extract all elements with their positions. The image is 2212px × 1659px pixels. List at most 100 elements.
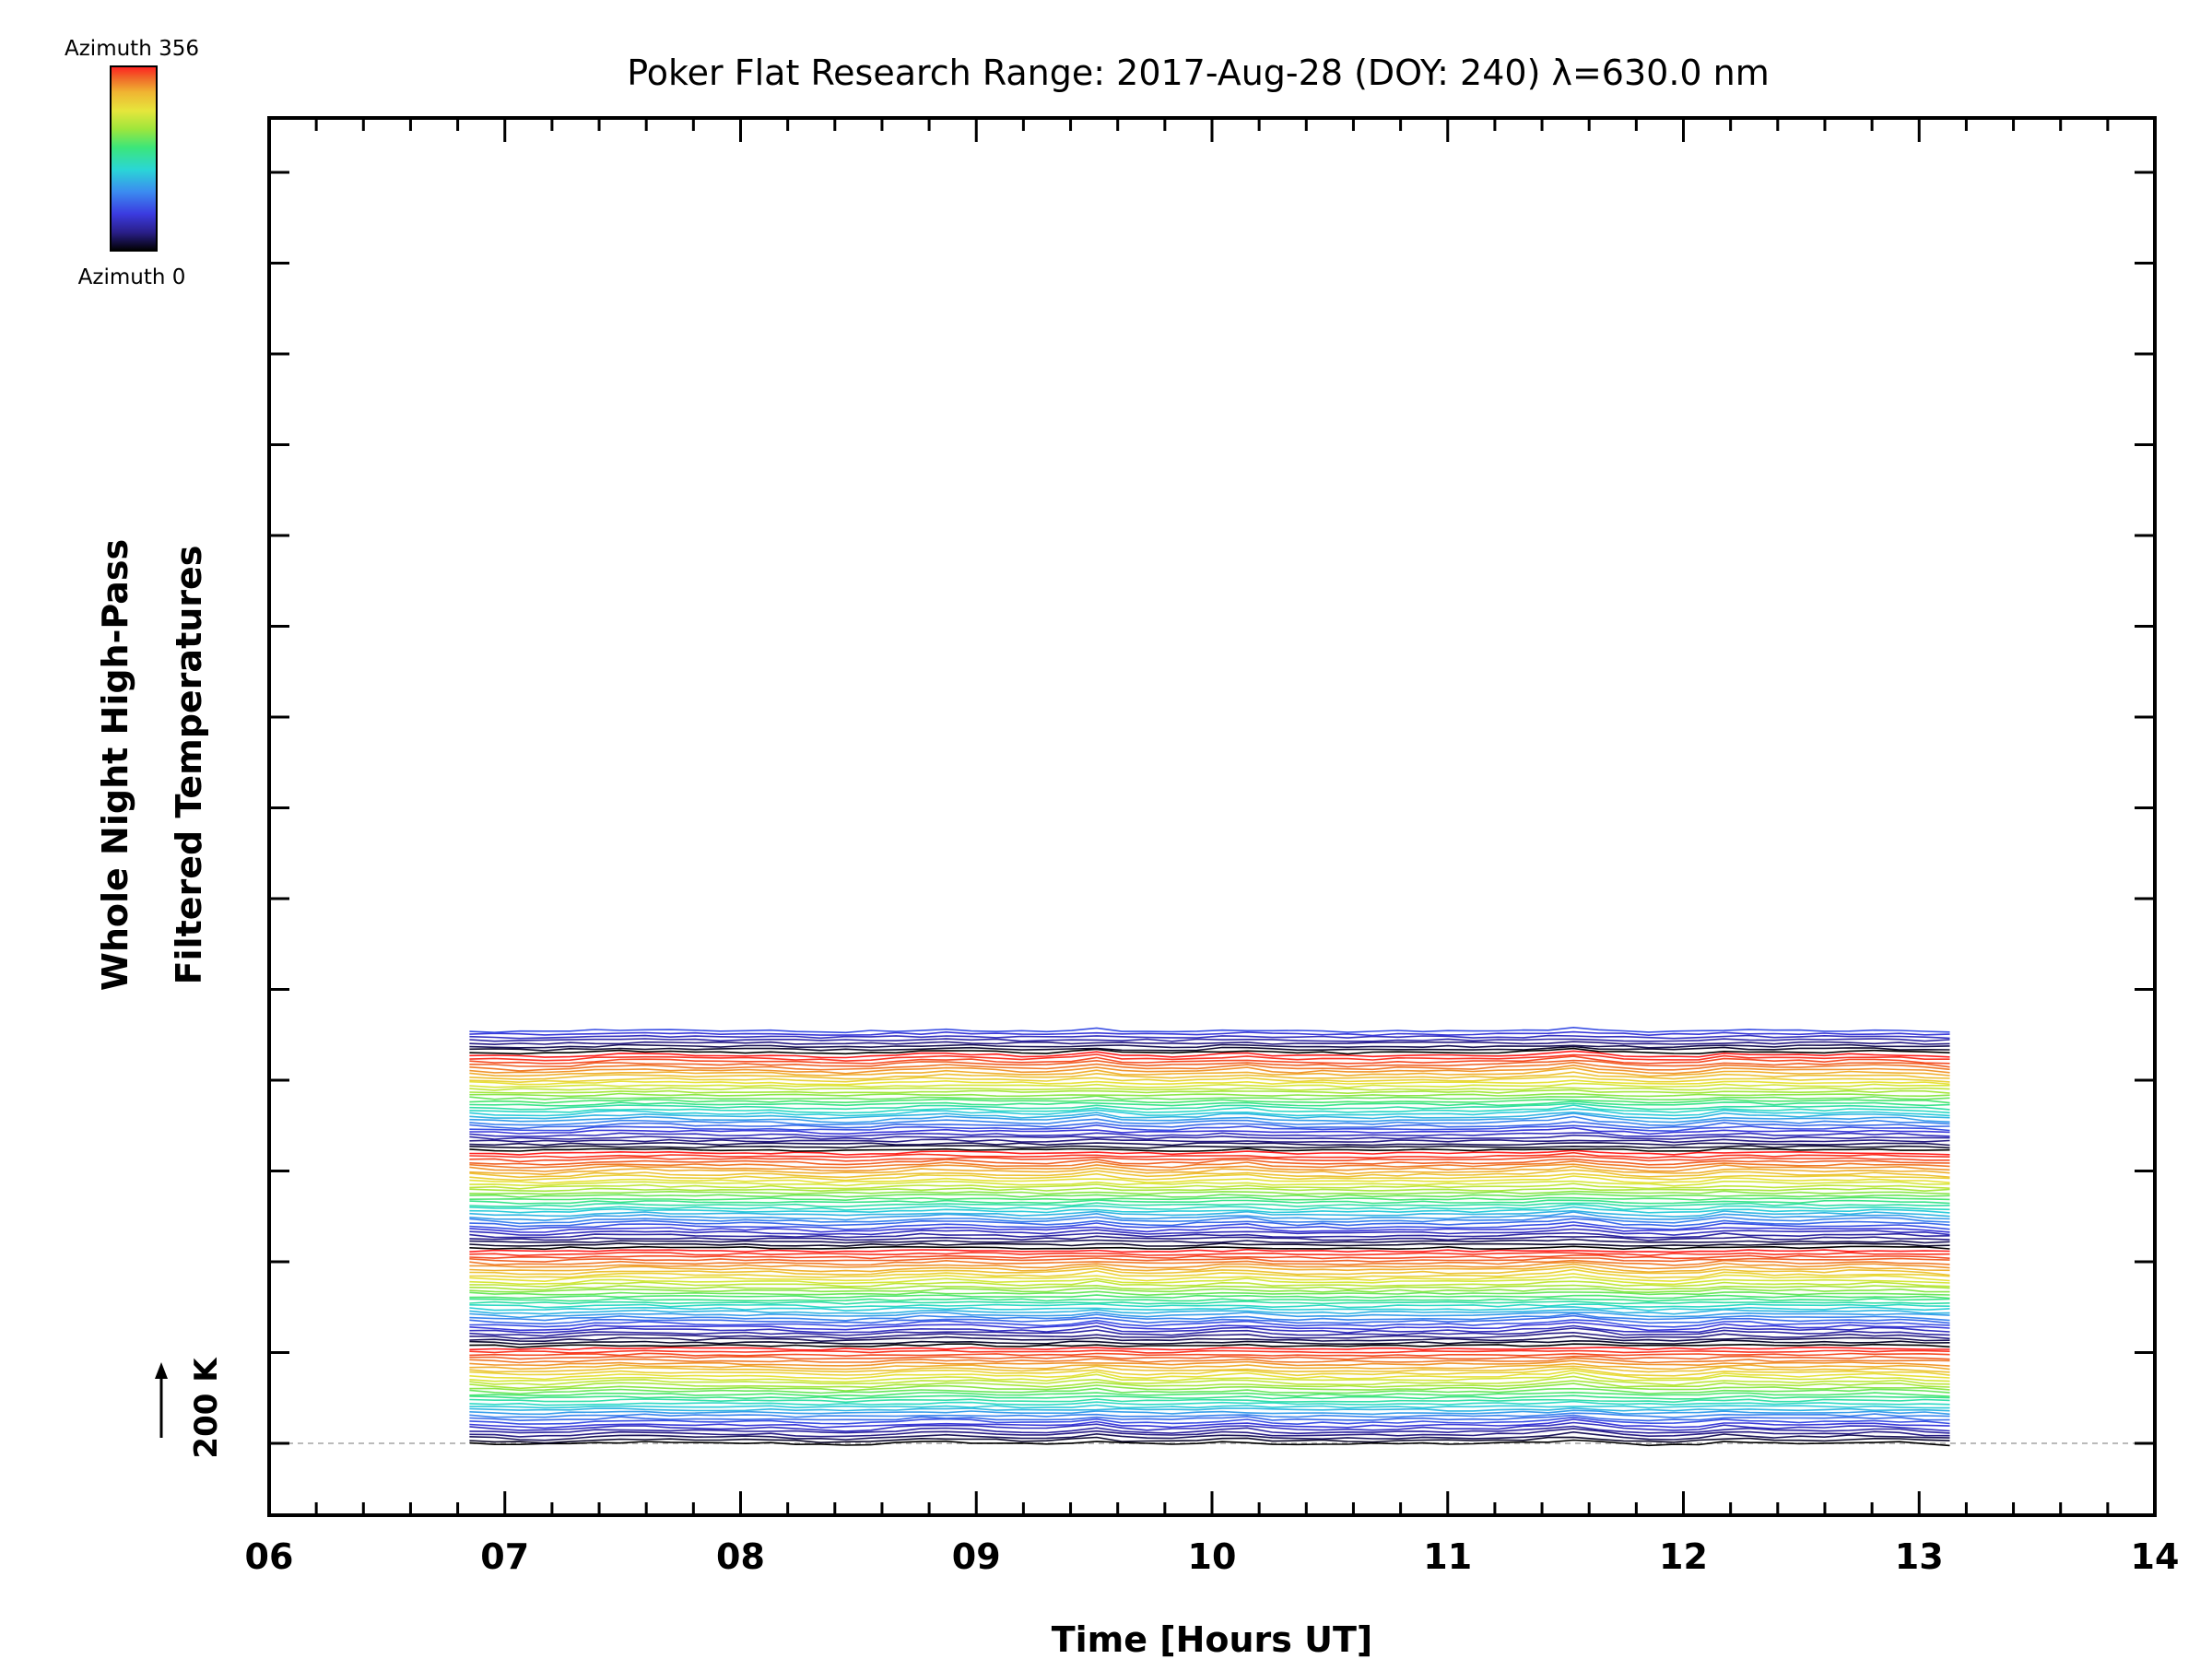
x-tick-label: 07 [480, 1536, 529, 1577]
temperature-trace [469, 1387, 1950, 1395]
temperature-trace [469, 1121, 1950, 1130]
temperature-trace [469, 1193, 1950, 1198]
temperature-trace [469, 1175, 1950, 1184]
temperature-trace [469, 1061, 1950, 1072]
temperature-trace [469, 1026, 1950, 1034]
temperature-trace [469, 1428, 1950, 1438]
temperature-trace [469, 1398, 1950, 1404]
temperature-trace [469, 1254, 1950, 1260]
temperature-trace [469, 1066, 1950, 1077]
temperature-trace [469, 1218, 1950, 1228]
temperature-trace [469, 1362, 1950, 1371]
temperature-trace [469, 1439, 1950, 1447]
x-tick-label: 10 [1188, 1536, 1237, 1577]
temperature-trace [469, 1190, 1950, 1195]
temperature-trace [469, 1425, 1950, 1435]
temperature-trace [469, 1158, 1950, 1166]
temperature-trace [469, 1112, 1950, 1124]
temperature-trace [469, 1169, 1950, 1179]
x-tick-labels: 06 07 08 09 10 11 12 13 14 [245, 1536, 2180, 1577]
temperature-trace [469, 1102, 1950, 1111]
x-tick-label: 12 [1659, 1536, 1708, 1577]
temperature-trace [469, 1242, 1950, 1247]
temperature-trace [469, 1221, 1950, 1230]
temperature-trace [469, 1075, 1950, 1084]
temperature-trace [469, 1287, 1950, 1294]
temperature-trace [469, 1149, 1950, 1156]
temperature-trace [469, 1151, 1950, 1159]
temperature-trace [469, 1339, 1950, 1346]
x-tick-label: 09 [952, 1536, 1001, 1577]
temperature-trace [469, 1172, 1950, 1182]
temperature-trace [469, 1047, 1950, 1055]
temperature-trace [469, 1300, 1950, 1305]
temperature-trace [469, 1095, 1950, 1101]
temperature-trace [469, 1159, 1950, 1169]
temperature-trace [469, 1199, 1950, 1205]
temperature-trace [469, 1104, 1950, 1114]
scale-arrow-head [155, 1362, 168, 1379]
temperature-trace [469, 1064, 1950, 1075]
temperature-trace [469, 1312, 1950, 1322]
temperature-trace [469, 1421, 1950, 1432]
temperature-trace [469, 1115, 1950, 1127]
temperature-trace [469, 1147, 1950, 1152]
colorbar: Azimuth 356 Azimuth 0 [65, 37, 199, 289]
temperature-trace [469, 1367, 1950, 1377]
temperature-trace [469, 1196, 1950, 1202]
temperature-trace [469, 1400, 1950, 1406]
temperature-trace [469, 1256, 1950, 1263]
temperature-trace [469, 1404, 1950, 1409]
temperature-trace [469, 1252, 1950, 1257]
temperature-trace [469, 1412, 1950, 1418]
y-axis-label-line1: Whole Night High-Pass [95, 539, 135, 991]
temperature-trace [469, 1231, 1950, 1239]
temperature-trace [469, 1416, 1950, 1426]
temperature-trace [469, 1038, 1950, 1042]
colorbar-bottom-label: Azimuth 0 [78, 265, 186, 289]
temperature-trace [469, 1071, 1950, 1080]
temperature-trace [469, 1211, 1950, 1221]
temperature-trace [469, 1098, 1950, 1104]
temperature-trace [469, 1248, 1950, 1253]
temperature-trace [469, 1203, 1950, 1211]
x-tick-label: 11 [1423, 1536, 1472, 1577]
temperature-trace [469, 1202, 1950, 1208]
temperature-trace [469, 1045, 1950, 1052]
temperature-trace [469, 1043, 1950, 1049]
temperature-trace [469, 1273, 1950, 1283]
temperature-trace [469, 1371, 1950, 1383]
x-tick-label: 06 [245, 1536, 294, 1577]
temperature-trace [469, 1355, 1950, 1360]
temperature-trace [469, 1380, 1950, 1390]
temperature-trace [469, 1145, 1950, 1149]
temperature-trace [469, 1088, 1950, 1095]
temperature-trace [469, 1430, 1950, 1441]
temperature-trace [469, 1297, 1950, 1302]
temperature-trace [469, 1284, 1950, 1291]
temperature-trace [469, 1215, 1950, 1225]
temperature-trace [469, 1235, 1950, 1241]
temperature-trace [469, 1314, 1950, 1325]
temperature-trace [469, 1059, 1950, 1068]
temperature-trace [469, 1294, 1950, 1300]
temperature-trace [469, 1050, 1950, 1059]
scale-bar: 200 K [155, 1357, 225, 1459]
scale-bar-label: 200 K [188, 1357, 225, 1459]
temperature-trace [469, 1331, 1950, 1340]
temperature-trace [469, 1279, 1950, 1288]
temperature-trace [469, 1030, 1950, 1037]
x-tick-label: 08 [716, 1536, 765, 1577]
temperature-trace [469, 1265, 1950, 1277]
temperature-trace [469, 1182, 1950, 1190]
temperature-trace [469, 1053, 1950, 1062]
temperature-trace [469, 1406, 1950, 1412]
temperature-trace [469, 1187, 1950, 1193]
temperature-trace [469, 1180, 1950, 1187]
temperature-trace [469, 1082, 1950, 1088]
temperature-trace [469, 1268, 1950, 1279]
temperature-trace [469, 1302, 1950, 1309]
colorbar-top-label: Azimuth 356 [65, 37, 199, 61]
temperature-trace [469, 1263, 1950, 1274]
